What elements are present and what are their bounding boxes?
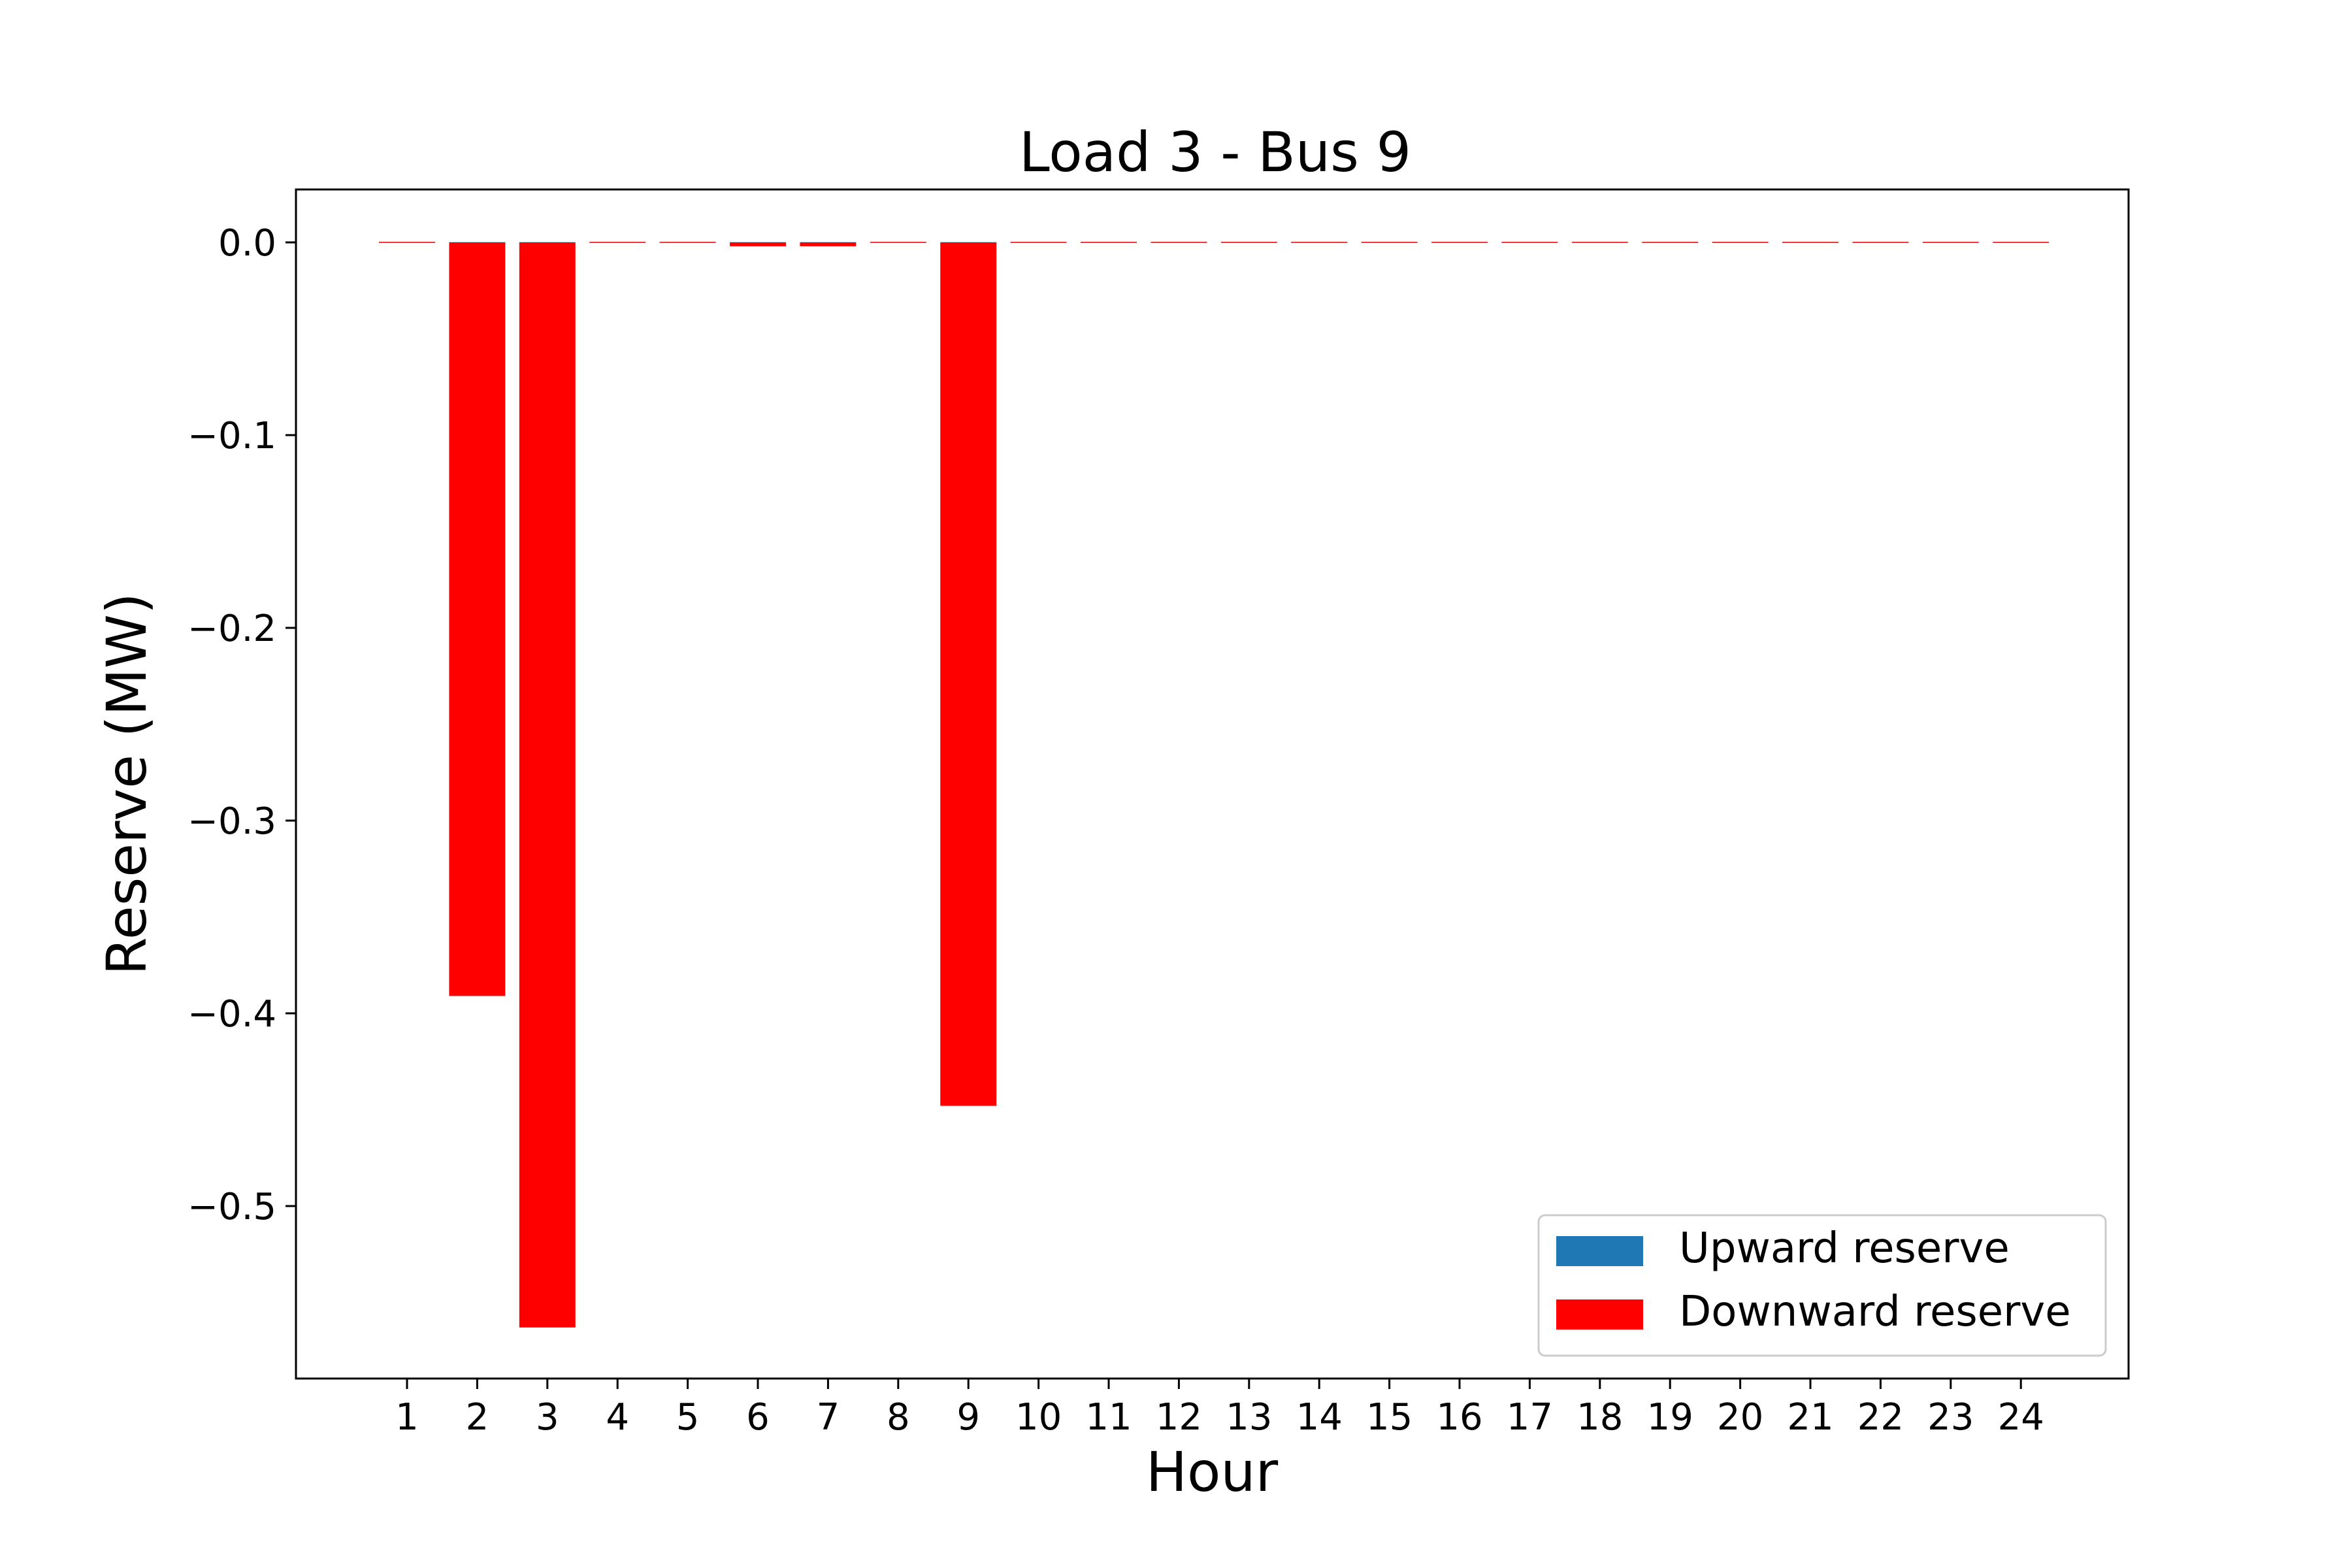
y-tick-label: −0.2 xyxy=(188,608,276,650)
x-tick-label: 20 xyxy=(1717,1396,1763,1439)
bars-layer xyxy=(379,242,2050,1328)
x-tick-label: 9 xyxy=(956,1396,980,1439)
x-axis: 1 2 3 4 5 6 7 8 9 10 11 12 13 14 15 16 17 18 19 20 21 22 23 24 xyxy=(395,1379,2044,1439)
downward-reserve-bar-4 xyxy=(589,242,646,243)
downward-reserve-bar-5 xyxy=(659,242,716,243)
y-tick-label: −0.5 xyxy=(188,1186,276,1228)
downward-reserve-bar-24 xyxy=(1993,242,2050,243)
x-tick-label: 21 xyxy=(1787,1396,1833,1439)
x-tick-label: 5 xyxy=(676,1396,700,1439)
legend-label-downward-reserve: Downward reserve xyxy=(1679,1288,2071,1336)
downward-reserve-bar-18 xyxy=(1571,242,1628,243)
downward-reserve-bar-2 xyxy=(449,242,506,996)
x-tick-label: 7 xyxy=(817,1396,840,1439)
x-tick-label: 23 xyxy=(1927,1396,1974,1439)
x-tick-label: 13 xyxy=(1226,1396,1272,1439)
legend-swatch-upward-reserve xyxy=(1556,1236,1643,1266)
x-tick-label: 10 xyxy=(1015,1396,1062,1439)
downward-reserve-bar-9 xyxy=(940,242,997,1106)
downward-reserve-bar-13 xyxy=(1220,242,1277,243)
legend: Upward reserve Downward reserve xyxy=(1537,1214,2107,1357)
y-axis: 0.0 −0.1 −0.2 −0.3 −0.4 −0.5 xyxy=(188,222,296,1228)
x-tick-label: 6 xyxy=(746,1396,770,1439)
downward-reserve-bar-22 xyxy=(1852,242,1909,243)
x-tick-label: 4 xyxy=(606,1396,629,1439)
x-tick-label: 19 xyxy=(1647,1396,1693,1439)
downward-reserve-bar-6 xyxy=(730,242,786,246)
downward-reserve-bar-23 xyxy=(1922,242,1979,243)
y-tick-label: −0.3 xyxy=(188,800,276,843)
x-axis-label: Hour xyxy=(1146,1440,1279,1504)
downward-reserve-bar-10 xyxy=(1010,242,1067,243)
x-tick-label: 14 xyxy=(1296,1396,1343,1439)
x-tick-label: 24 xyxy=(1998,1396,2044,1439)
y-axis-label: Reserve (MW) xyxy=(95,593,159,975)
legend-frame xyxy=(1537,1214,2107,1357)
legend-swatch-downward-reserve xyxy=(1556,1299,1643,1330)
downward-reserve-bar-7 xyxy=(800,242,857,246)
downward-reserve-bar-20 xyxy=(1712,242,1769,243)
downward-reserve-bar-19 xyxy=(1642,242,1699,243)
x-tick-label: 17 xyxy=(1507,1396,1553,1439)
y-tick-label: 0.0 xyxy=(218,222,276,265)
chart-title: Load 3 - Bus 9 xyxy=(1019,120,1411,184)
downward-reserve-bar-14 xyxy=(1291,242,1348,243)
y-tick-label: −0.4 xyxy=(188,993,276,1036)
plot-frame xyxy=(295,188,2130,1380)
downward-reserve-bar-16 xyxy=(1431,242,1488,243)
downward-reserve-bar-8 xyxy=(870,242,926,243)
x-tick-label: 22 xyxy=(1857,1396,1904,1439)
x-tick-label: 8 xyxy=(887,1396,910,1439)
x-tick-label: 2 xyxy=(466,1396,489,1439)
downward-reserve-bar-15 xyxy=(1361,242,1418,243)
x-tick-label: 1 xyxy=(395,1396,419,1439)
x-tick-label: 18 xyxy=(1576,1396,1623,1439)
x-tick-label: 12 xyxy=(1156,1396,1202,1439)
downward-reserve-bar-12 xyxy=(1151,242,1207,243)
x-tick-label: 11 xyxy=(1085,1396,1132,1439)
downward-reserve-bar-11 xyxy=(1081,242,1137,243)
x-tick-label: 16 xyxy=(1436,1396,1482,1439)
x-tick-label: 15 xyxy=(1366,1396,1413,1439)
legend-label-upward-reserve: Upward reserve xyxy=(1679,1224,2010,1273)
downward-reserve-bar-21 xyxy=(1782,242,1838,243)
y-tick-label: −0.1 xyxy=(188,415,276,457)
downward-reserve-bar-17 xyxy=(1501,242,1558,243)
x-tick-label: 3 xyxy=(536,1396,559,1439)
downward-reserve-bar-3 xyxy=(519,242,576,1328)
downward-reserve-bar-1 xyxy=(379,242,435,243)
